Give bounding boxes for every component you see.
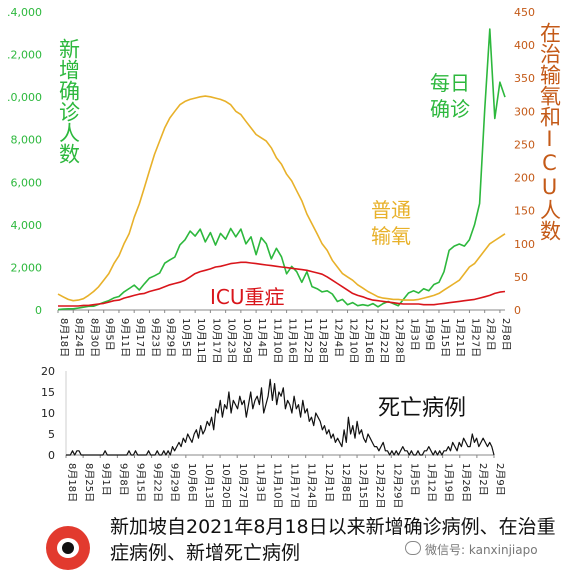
left-tick-label: .0,000 bbox=[7, 91, 42, 104]
icu-label: ICU重症 bbox=[210, 285, 285, 309]
left-tick-label: 2,000 bbox=[11, 261, 43, 274]
x-tick-label: 11月16日 bbox=[287, 318, 299, 362]
deaths-y-tick-label: 5 bbox=[48, 428, 55, 441]
x-tick-label: 11月4日 bbox=[256, 318, 268, 357]
x-tick-label: 2月8日 bbox=[500, 318, 512, 351]
deaths-x-tick-label: 10月13日 bbox=[203, 463, 215, 508]
right-tick-label: 250 bbox=[514, 138, 535, 151]
deaths-x-tick-label: 2月9日 bbox=[494, 463, 506, 496]
x-tick-label: 10月23日 bbox=[226, 318, 238, 362]
left-tick-label: 4,000 bbox=[11, 219, 43, 232]
x-tick-label: 9月23日 bbox=[149, 318, 161, 357]
main-chart: .4,000 .2,000 .0,000 8,000 6,000 4,000 2,000 0 4… bbox=[7, 6, 535, 362]
left-tick-label: 8,000 bbox=[11, 134, 43, 147]
deaths-x-tick-label: 12月8日 bbox=[340, 463, 352, 502]
daily-cases-label: 每日确诊 bbox=[430, 71, 470, 121]
x-tick-label: 11月10日 bbox=[271, 318, 283, 362]
x-tick-label: 2月2日 bbox=[485, 318, 497, 351]
right-tick-label: 100 bbox=[514, 238, 535, 251]
right-tick-label: 350 bbox=[514, 72, 535, 85]
deaths-y-tick-label: 10 bbox=[41, 407, 55, 420]
x-tick-label: 10月17日 bbox=[210, 318, 222, 362]
deaths-x-tick-label: 1月19日 bbox=[443, 463, 455, 502]
deaths-x-tick-label: 12月15日 bbox=[357, 463, 369, 508]
deaths-x-tick-label: 9月29日 bbox=[169, 463, 181, 502]
deaths-x-tick-label: 9月1日 bbox=[100, 463, 112, 496]
x-tick-label: 12月4日 bbox=[332, 318, 344, 357]
deaths-y-tick-label: 15 bbox=[41, 386, 55, 399]
left-tick-label: 0 bbox=[35, 304, 42, 317]
left-axis-title: 新增确诊人数 bbox=[56, 38, 81, 164]
deaths-x-tick-label: 9月8日 bbox=[117, 463, 129, 496]
deaths-x-tick-label: 10月6日 bbox=[186, 463, 198, 502]
deaths-x-tick-label: 11月10日 bbox=[271, 463, 283, 508]
x-tick-label: 8月18日 bbox=[58, 318, 70, 357]
wechat-icon bbox=[405, 541, 421, 555]
x-tick-label: 9月11日 bbox=[119, 318, 131, 357]
deaths-x-tick-label: 1月5日 bbox=[408, 463, 420, 496]
x-tick-label: 12月10日 bbox=[348, 318, 360, 362]
x-tick-label: 1月21日 bbox=[454, 318, 466, 357]
series-line-普通输氧 bbox=[57, 95, 506, 302]
left-tick-label: .2,000 bbox=[7, 49, 42, 62]
deaths-x-tick-label: 8月25日 bbox=[83, 463, 95, 502]
deaths-y-tick-label: 0 bbox=[48, 449, 55, 462]
series-line-ICU重症 bbox=[58, 261, 506, 307]
left-tick-label: 6,000 bbox=[11, 176, 43, 189]
deaths-x-tick-label: 10月20日 bbox=[220, 463, 232, 508]
deaths-x-tick-label: 11月3日 bbox=[254, 463, 266, 502]
x-tick-label: 9月17日 bbox=[134, 318, 146, 357]
right-tick-label: 450 bbox=[514, 6, 535, 19]
right-tick-label: 300 bbox=[514, 105, 535, 118]
x-tick-label: 12月16日 bbox=[363, 318, 375, 362]
x-tick-label: 11月28日 bbox=[317, 318, 329, 362]
x-tick-label: 1月3日 bbox=[408, 318, 420, 351]
deaths-x-tick-label: 2月2日 bbox=[477, 463, 489, 496]
right-tick-label: 50 bbox=[514, 271, 528, 284]
right-tick-label: 200 bbox=[514, 172, 535, 185]
deaths-x-tick-label: 10月27日 bbox=[237, 463, 249, 508]
deaths-y-tick-label: 20 bbox=[41, 365, 55, 378]
series-line-每日确诊 bbox=[57, 28, 506, 311]
deaths-x-tick-label: 11月17日 bbox=[289, 463, 301, 508]
x-tick-label: 8月30日 bbox=[88, 318, 100, 357]
deaths-x-tick-label: 1月12日 bbox=[426, 463, 438, 502]
deaths-x-tick-label: 1月26日 bbox=[460, 463, 472, 502]
x-tick-label: 1月9日 bbox=[424, 318, 436, 351]
x-tick-label: 10月29日 bbox=[241, 318, 253, 362]
left-tick-label: .4,000 bbox=[7, 6, 42, 19]
logo-icon bbox=[46, 526, 90, 570]
deaths-x-tick-label: 8月18日 bbox=[66, 463, 78, 502]
x-tick-label: 9月29日 bbox=[165, 318, 177, 357]
x-tick-label: 1月27日 bbox=[469, 318, 481, 357]
right-tick-label: 400 bbox=[514, 39, 535, 52]
right-axis-title: 在治输氧和ICU人数 bbox=[537, 22, 562, 241]
x-tick-label: 10月11日 bbox=[195, 318, 207, 362]
deaths-label: 死亡病例 bbox=[378, 396, 467, 421]
x-tick-label: 10月5日 bbox=[180, 318, 192, 357]
right-tick-label: 150 bbox=[514, 205, 535, 218]
deaths-chart: 20 15 10 5 0 8月18日 8月25日 9月1日 9月8日 9月15日 9月22日 9月29… bbox=[41, 365, 506, 508]
x-tick-label: 11月22日 bbox=[302, 318, 314, 362]
deaths-x-tick-label: 11月24日 bbox=[306, 463, 318, 508]
x-tick-label: 8月24日 bbox=[73, 318, 85, 357]
x-tick-label: 9月5日 bbox=[104, 318, 116, 351]
deaths-series-line bbox=[66, 378, 495, 456]
deaths-x-tick-label: 12月1日 bbox=[323, 463, 335, 502]
deaths-x-tick-label: 9月22日 bbox=[152, 463, 164, 502]
oxygen-label: 普通输氧 bbox=[371, 198, 411, 248]
deaths-x-tick-label: 12月29日 bbox=[391, 463, 403, 508]
x-tick-label: 12月22日 bbox=[378, 318, 390, 362]
pupil-icon bbox=[62, 542, 74, 554]
footer-caption: 新加坡自2021年8月18日以来新增确诊病例、在治重症病例、新增死亡病例 bbox=[110, 516, 556, 564]
right-tick-label: 0 bbox=[514, 304, 521, 317]
x-tick-label: 1月15日 bbox=[439, 318, 451, 357]
wechat-credit: 微信号: kanxinjiapo bbox=[425, 543, 538, 557]
deaths-x-tick-label: 9月15日 bbox=[134, 463, 146, 502]
eye-icon bbox=[57, 538, 79, 558]
deaths-x-tick-label: 12月22日 bbox=[374, 463, 386, 508]
x-tick-label: 12月28日 bbox=[393, 318, 405, 362]
